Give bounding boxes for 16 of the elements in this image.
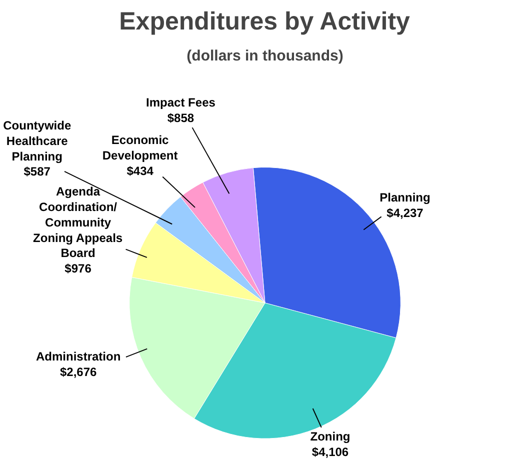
data-label: $4,237	[386, 206, 424, 220]
data-label: $434	[126, 164, 154, 178]
slice-label: Agenda Coordination/ Community Zoning Appeals Board	[33, 184, 123, 260]
chart-title: Expenditures by Activity	[119, 8, 410, 36]
slice-label: Administration	[36, 350, 121, 364]
data-label: $858	[167, 111, 194, 126]
slice-label: Countywide Healthcare Planning	[3, 118, 72, 164]
data-label: $4,106	[312, 444, 349, 459]
chart-subtitle: (dollars in thousands)	[186, 48, 344, 64]
slice-label: Impact Fees	[146, 96, 216, 110]
data-label: $587	[24, 164, 51, 179]
data-label: $2,676	[60, 364, 98, 379]
slice-label: Economic Development	[102, 133, 178, 162]
slice-label: Planning	[380, 190, 430, 204]
slice-label: Zoning	[310, 429, 350, 444]
data-label: $976	[64, 262, 92, 276]
